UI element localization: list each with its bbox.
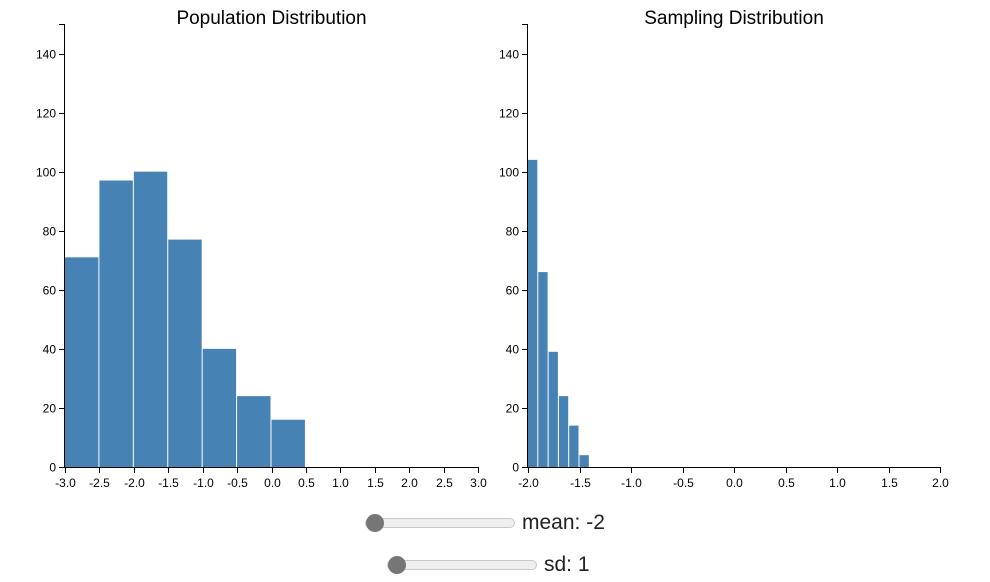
y-tick-label: 120 bbox=[36, 107, 56, 121]
y-tick-label: 40 bbox=[506, 343, 520, 357]
histogram-bar bbox=[579, 455, 589, 467]
y-tick-label: 80 bbox=[43, 225, 57, 239]
y-tick-label: 20 bbox=[43, 402, 57, 416]
histogram-bar bbox=[569, 425, 579, 467]
x-tick-label: 0.0 bbox=[264, 476, 281, 490]
sd-slider-thumb[interactable] bbox=[388, 556, 406, 574]
histogram-bar bbox=[528, 159, 538, 467]
x-tick-label: 1.5 bbox=[367, 476, 384, 490]
mean-control: mean: -2 bbox=[365, 508, 605, 538]
x-tick-label: 3.0 bbox=[470, 476, 487, 490]
x-tick-label: -1.5 bbox=[158, 476, 179, 490]
sd-slider[interactable] bbox=[387, 556, 537, 574]
x-tick-label: 0.0 bbox=[726, 476, 743, 490]
y-tick-label: 80 bbox=[506, 225, 520, 239]
y-tick-label: 0 bbox=[512, 461, 519, 475]
mean-slider-thumb[interactable] bbox=[366, 514, 384, 532]
histogram-bar bbox=[271, 419, 305, 467]
y-tick-label: 20 bbox=[506, 402, 520, 416]
y-tick-label: 40 bbox=[43, 343, 57, 357]
chart-title: Sampling Distribution bbox=[644, 8, 824, 29]
histogram-bar bbox=[168, 239, 202, 467]
histogram-bar bbox=[99, 180, 133, 467]
x-tick-label: -2.0 bbox=[518, 476, 539, 490]
x-tick-label: 1.0 bbox=[332, 476, 349, 490]
x-tick-label: 2.0 bbox=[401, 476, 418, 490]
x-tick-label: 0.5 bbox=[298, 476, 315, 490]
sd-label: sd: 1 bbox=[544, 553, 590, 576]
x-tick-label: 1.0 bbox=[829, 476, 846, 490]
x-tick-label: 0.5 bbox=[778, 476, 795, 490]
histogram-bar bbox=[538, 272, 548, 467]
y-tick-label: 100 bbox=[36, 166, 56, 180]
chart-title: Population Distribution bbox=[176, 8, 366, 29]
histogram-bar bbox=[237, 396, 271, 467]
x-tick-label: -1.0 bbox=[193, 476, 214, 490]
y-tick-label: 140 bbox=[36, 48, 56, 62]
y-tick-label: 140 bbox=[499, 48, 519, 62]
x-tick-label: 2.5 bbox=[436, 476, 453, 490]
x-tick-label: -1.5 bbox=[570, 476, 591, 490]
y-tick-label: 120 bbox=[499, 107, 519, 121]
x-tick-label: -2.0 bbox=[124, 476, 145, 490]
mean-slider[interactable] bbox=[365, 514, 515, 532]
population-chart: 0 20 40 60 80 100 120 140 -3.0 -2.5 -2.0 -1.5 -1.0 -0… bbox=[36, 8, 487, 490]
x-tick-label: 1.5 bbox=[881, 476, 898, 490]
x-tick-label: -3.0 bbox=[55, 476, 76, 490]
y-tick-label: 60 bbox=[506, 284, 520, 298]
histogram-bar bbox=[65, 257, 99, 467]
sampling-chart: 0 20 40 60 80 100 120 140 -2.0 -1.5 -1.0 -0.5 0.0 0.5… bbox=[499, 8, 949, 490]
x-tick-label: -1.0 bbox=[621, 476, 642, 490]
y-tick-label: 100 bbox=[499, 166, 519, 180]
charts-container: 0 20 40 60 80 100 120 140 -3.0 -2.5 -2.0 -1.5 -1.0 -0… bbox=[36, 8, 949, 490]
x-tick-label: -0.5 bbox=[673, 476, 694, 490]
mean-label: mean: -2 bbox=[522, 511, 605, 534]
histogram-bar bbox=[548, 351, 558, 467]
x-tick-label: -2.5 bbox=[89, 476, 110, 490]
histogram-bar bbox=[558, 396, 569, 467]
sd-control: sd: 1 bbox=[387, 550, 590, 580]
histogram-bar bbox=[202, 348, 237, 467]
histogram-bar bbox=[133, 171, 168, 467]
x-tick-label: 2.0 bbox=[932, 476, 949, 490]
y-tick-label: 60 bbox=[43, 284, 57, 298]
y-tick-label: 0 bbox=[49, 461, 56, 475]
x-tick-label: -0.5 bbox=[227, 476, 248, 490]
